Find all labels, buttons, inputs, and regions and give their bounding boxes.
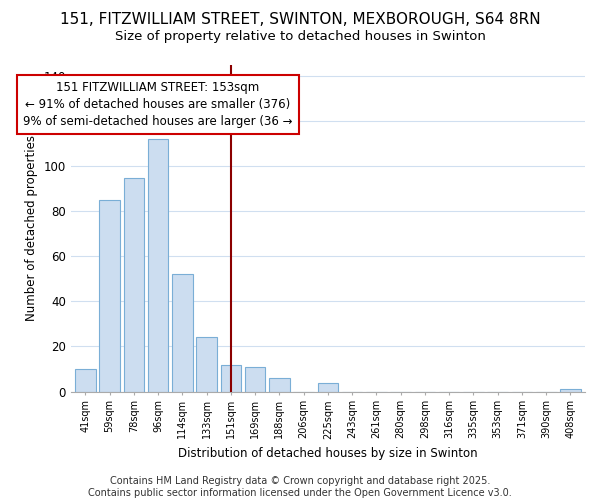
- Text: Contains HM Land Registry data © Crown copyright and database right 2025.
Contai: Contains HM Land Registry data © Crown c…: [88, 476, 512, 498]
- Text: 151 FITZWILLIAM STREET: 153sqm
← 91% of detached houses are smaller (376)
9% of : 151 FITZWILLIAM STREET: 153sqm ← 91% of …: [23, 81, 293, 128]
- X-axis label: Distribution of detached houses by size in Swinton: Distribution of detached houses by size …: [178, 447, 478, 460]
- Bar: [172, 274, 193, 392]
- Bar: [245, 367, 265, 392]
- Bar: [196, 338, 217, 392]
- Bar: [148, 140, 169, 392]
- Bar: [124, 178, 144, 392]
- Bar: [269, 378, 290, 392]
- Bar: [99, 200, 120, 392]
- Y-axis label: Number of detached properties: Number of detached properties: [25, 136, 38, 322]
- Text: Size of property relative to detached houses in Swinton: Size of property relative to detached ho…: [115, 30, 485, 43]
- Bar: [75, 369, 95, 392]
- Bar: [560, 390, 581, 392]
- Text: 151, FITZWILLIAM STREET, SWINTON, MEXBOROUGH, S64 8RN: 151, FITZWILLIAM STREET, SWINTON, MEXBOR…: [59, 12, 541, 28]
- Bar: [221, 364, 241, 392]
- Bar: [317, 382, 338, 392]
